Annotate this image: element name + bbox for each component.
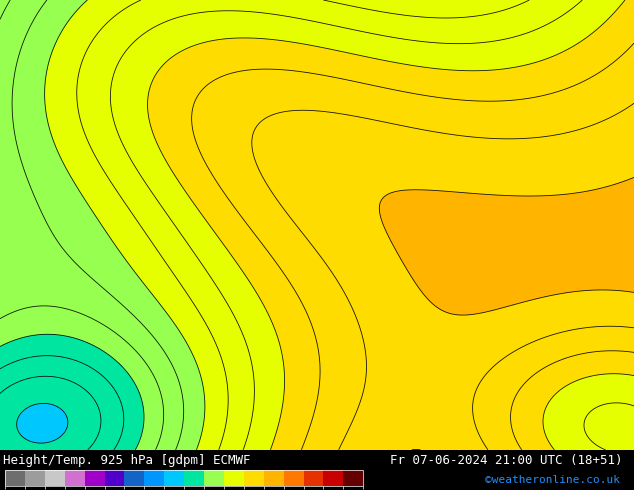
- Text: Fr 07-06-2024 21:00 UTC (18+51): Fr 07-06-2024 21:00 UTC (18+51): [390, 454, 623, 467]
- Text: Height/Temp. 925 hPa [gdpm] ECMWF: Height/Temp. 925 hPa [gdpm] ECMWF: [3, 454, 250, 467]
- Text: ©weatheronline.co.uk: ©weatheronline.co.uk: [485, 475, 620, 485]
